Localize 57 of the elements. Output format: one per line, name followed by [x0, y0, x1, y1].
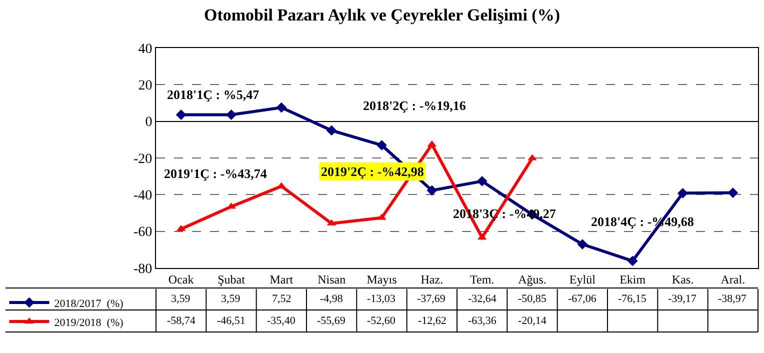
legend-label: 2018/2017 (%) — [54, 298, 124, 310]
data-label: -50,85 — [518, 293, 547, 305]
data-label: -52,60 — [367, 315, 396, 327]
y-tick-label: -60 — [134, 225, 152, 240]
data-label: -20,14 — [518, 315, 547, 327]
data-label: 3,59 — [221, 293, 241, 305]
data-label: -55,69 — [317, 315, 346, 327]
point — [276, 102, 287, 113]
x-tick-label: Kas. — [672, 272, 694, 286]
chart-title: Otomobil Pazarı Aylık ve Çeyrekler Gelişimi (%) — [204, 6, 560, 25]
y-tick-label: 0 — [145, 115, 152, 130]
data-label: -58,74 — [167, 315, 196, 327]
point — [426, 185, 438, 196]
x-tick-label: Ocak — [168, 272, 194, 286]
data-label: -39,17 — [668, 293, 697, 305]
point — [678, 188, 688, 198]
x-tick-label: Aral. — [720, 272, 746, 286]
annotation: 2018'2Ç : -%19,16 — [363, 98, 466, 113]
point — [476, 176, 488, 186]
point — [326, 125, 337, 136]
legend-label: 2019/2018 (%) — [54, 316, 124, 329]
x-tick-label: Şubat — [218, 272, 246, 286]
y-tick-label: -20 — [134, 152, 152, 167]
y-tick-label: -40 — [134, 188, 152, 204]
data-label: -67,06 — [568, 293, 597, 305]
x-tick-label: Mart — [270, 272, 294, 286]
annotation: 2019'1Ç : -%43,74 — [164, 166, 268, 181]
x-tick-label: Eylül — [569, 272, 596, 286]
x-tick-label: Mayıs — [366, 272, 398, 286]
data-label: -12,62 — [418, 315, 446, 327]
y-tick-label: 40 — [138, 42, 152, 57]
data-label: -4,98 — [320, 293, 344, 305]
y-tick-label: 20 — [138, 78, 152, 94]
x-tick-label: Nisan — [318, 272, 346, 286]
data-label: -13,03 — [367, 293, 396, 305]
data-label: -63,36 — [468, 315, 497, 327]
point — [627, 256, 638, 266]
data-label: -37,69 — [417, 293, 446, 305]
data-label: 7,52 — [272, 293, 292, 305]
x-tick-label: Ekim — [620, 272, 646, 286]
data-label: -38,97 — [718, 293, 747, 305]
point — [376, 140, 387, 150]
x-tick-label: Tem. — [470, 272, 494, 286]
x-tick-label: Ağus. — [518, 272, 546, 286]
x-tick-label: Haz. — [420, 272, 444, 286]
point — [728, 188, 738, 198]
data-label: -32,64 — [468, 293, 497, 305]
data-label: -35,40 — [267, 315, 296, 327]
annotation: 2018'1Ç : %5,47 — [167, 87, 260, 102]
data-label: 3,59 — [171, 293, 191, 305]
point — [226, 110, 236, 120]
annotation: 2019'2Ç : -%42,98 — [321, 164, 424, 179]
data-label: -76,15 — [618, 293, 647, 305]
data-label: -46,51 — [217, 315, 246, 327]
point — [176, 110, 186, 120]
point — [577, 239, 588, 250]
y-tick-label: -80 — [134, 262, 152, 277]
